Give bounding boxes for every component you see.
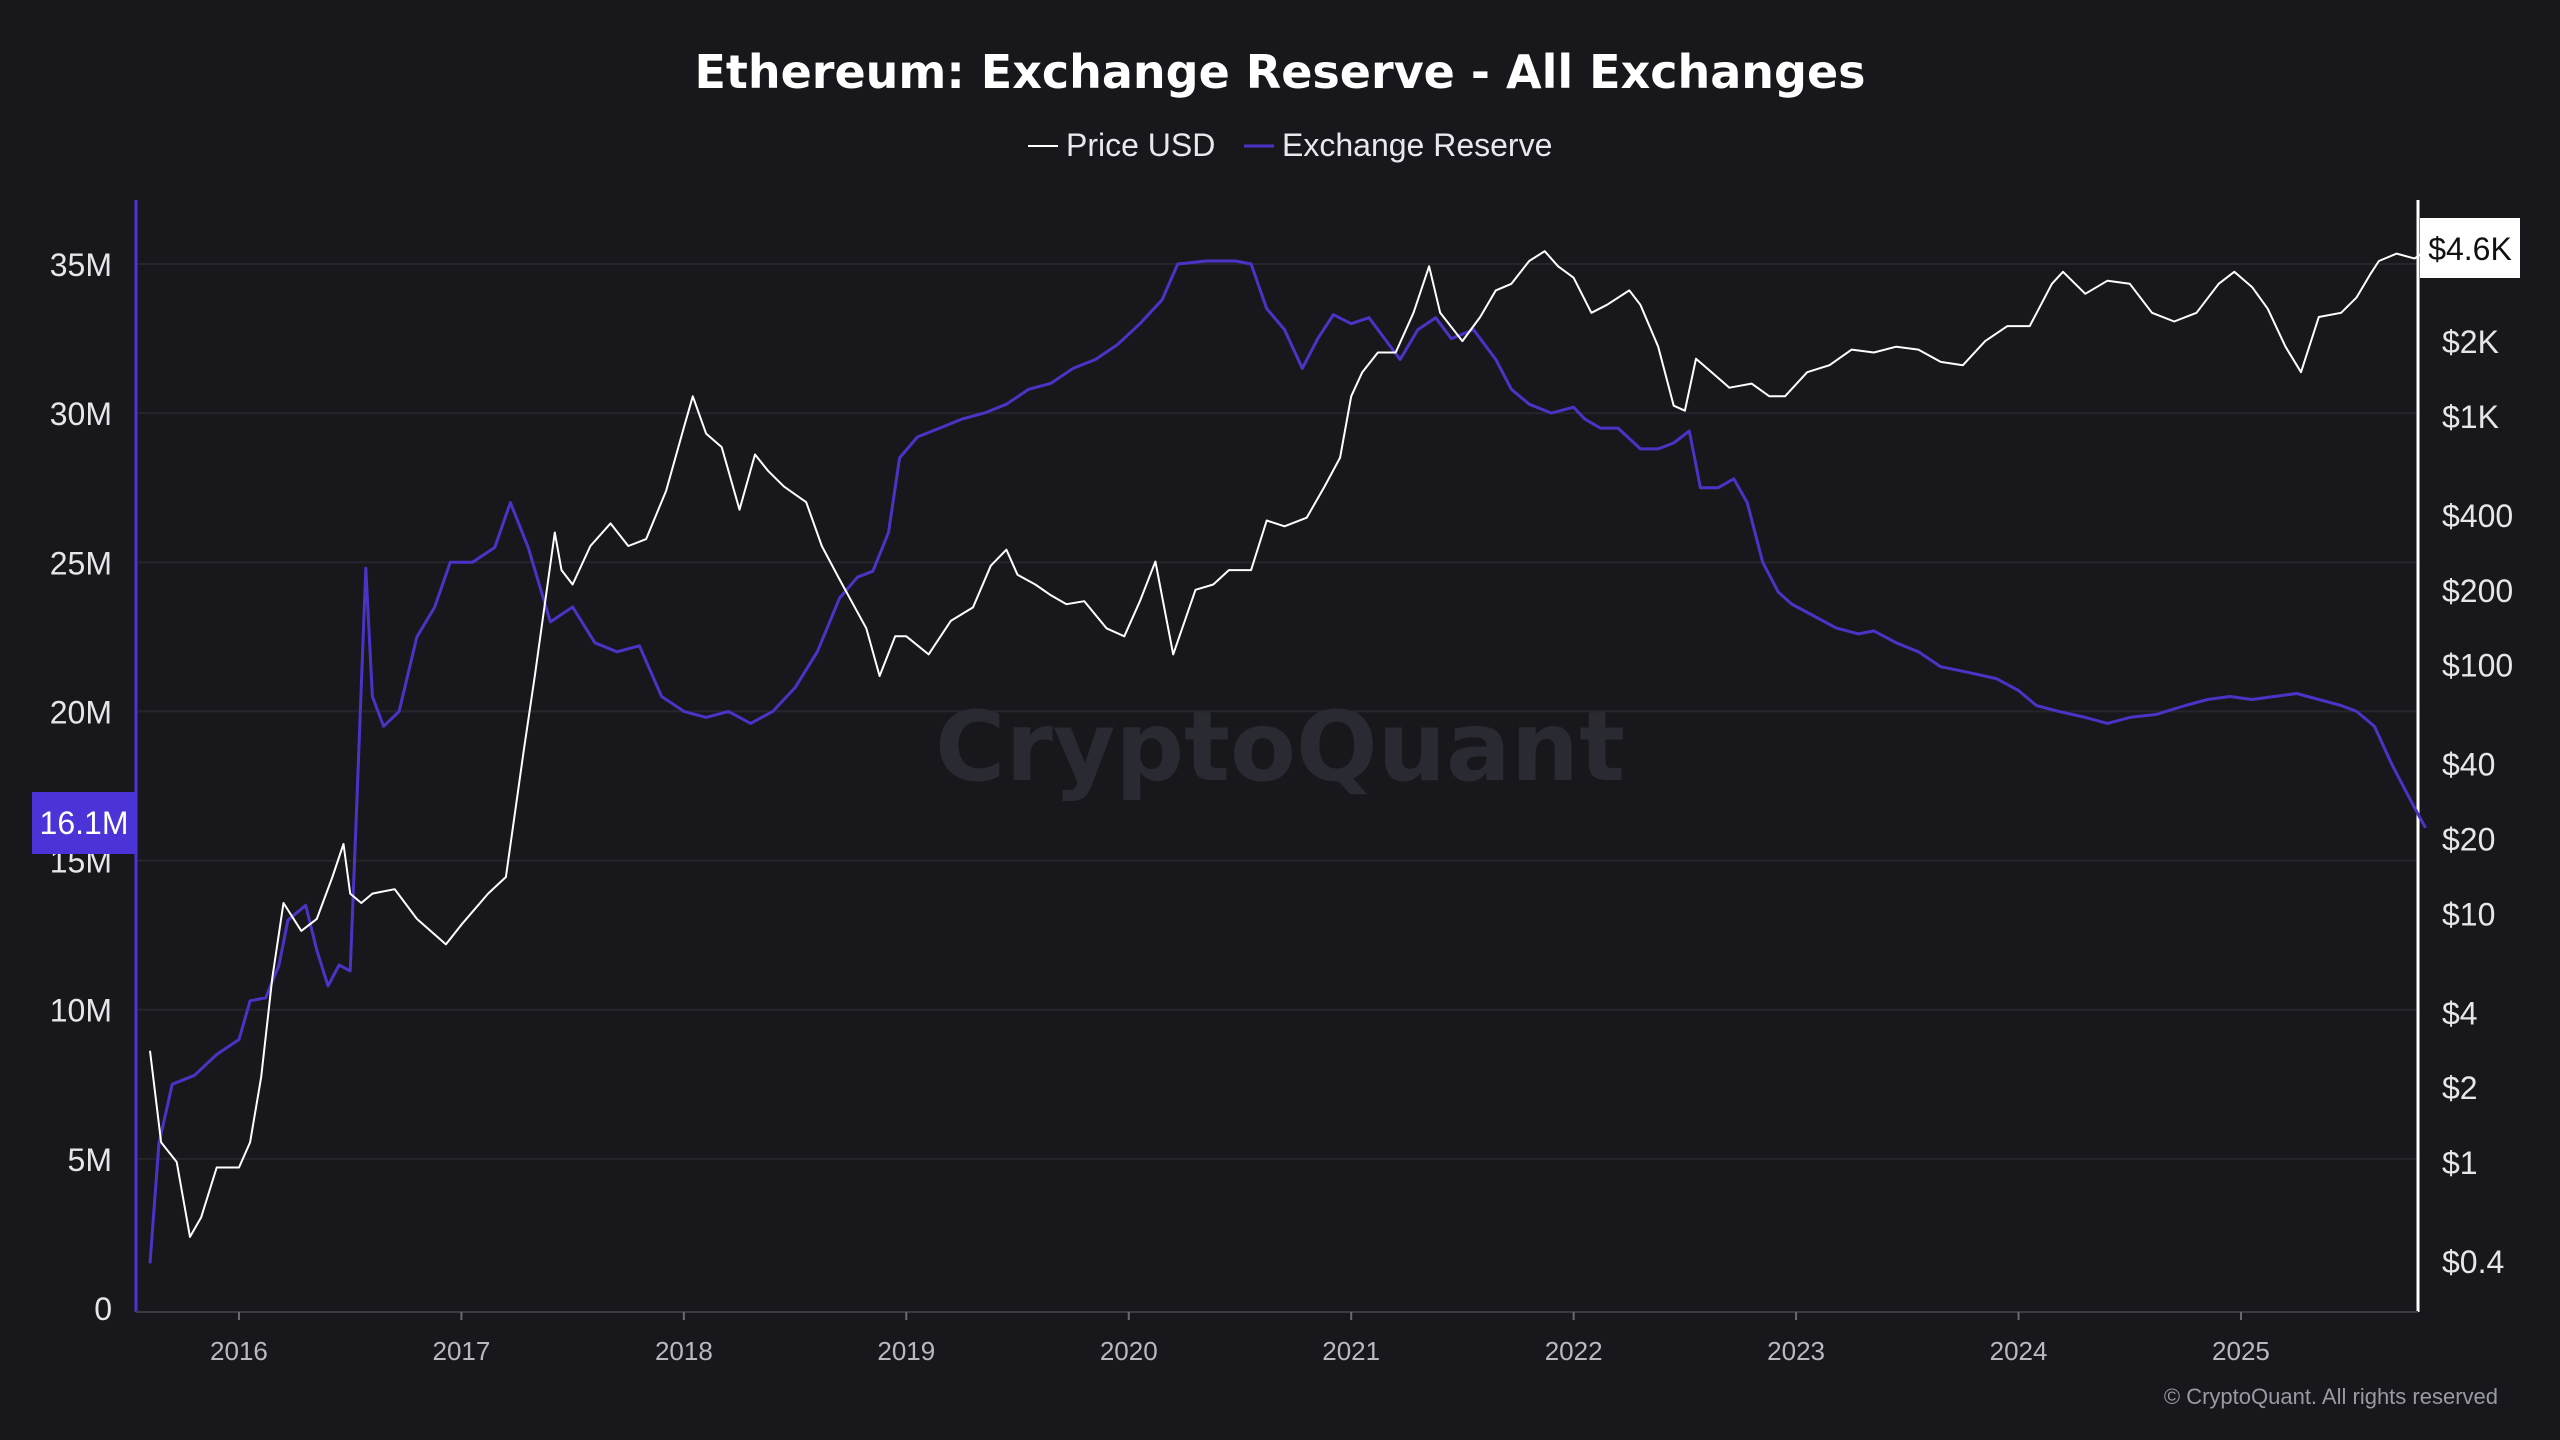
y-right-tick-label: $200 <box>2442 573 2513 609</box>
chart-title: Ethereum: Exchange Reserve - All Exchang… <box>694 45 1865 99</box>
y-left-tick-label: 35M <box>50 247 112 283</box>
y-right-tick-label: $0.4 <box>2442 1244 2504 1280</box>
right-value-badge: $4.6K <box>2420 218 2520 278</box>
x-tick-label: 2020 <box>1100 1336 1158 1366</box>
x-ticks: 2016 2017 2018 2019 2020 2021 2022 2023 2024 2025 <box>210 1312 2270 1366</box>
series-line-exchange-reserve[interactable] <box>148 259 2427 1264</box>
y-right-tick-label: $20 <box>2442 821 2495 857</box>
y-right-tick-label: $2K <box>2442 324 2499 360</box>
y-right-tick-label: $40 <box>2442 747 2495 783</box>
right-badge-box <box>2420 218 2520 278</box>
y-left-tick-label: 25M <box>50 545 112 581</box>
left-value-badge: 16.1M <box>32 792 136 854</box>
x-tick-label: 2024 <box>1990 1336 2048 1366</box>
y-left-tick-label: 30M <box>50 396 112 432</box>
legend[interactable]: Price USD Exchange Reserve <box>1028 127 1552 163</box>
x-tick-label: 2017 <box>433 1336 491 1366</box>
x-tick-label: 2016 <box>210 1336 268 1366</box>
y-left-tick-label: 10M <box>50 993 112 1029</box>
y-left-tick-label: 0 <box>94 1291 112 1327</box>
y-right-tick-label: $10 <box>2442 896 2495 932</box>
y-left-tick-label: 20M <box>50 694 112 730</box>
x-tick-label: 2023 <box>1767 1336 1825 1366</box>
x-tick-label: 2025 <box>2212 1336 2270 1366</box>
y-right-tick-label: $1K <box>2442 399 2499 435</box>
y-right-ticks: $0.4 $1 $2 $4 $10 $20 $40 $100 $200 $400 $1K $2K <box>2442 324 2513 1280</box>
x-tick-label: 2018 <box>655 1336 713 1366</box>
x-tick-label: 2021 <box>1322 1336 1380 1366</box>
left-badge-box <box>32 792 136 854</box>
y-right-tick-label: $100 <box>2442 648 2513 684</box>
x-tick-label: 2019 <box>877 1336 935 1366</box>
copyright-footer: © CryptoQuant. All rights reserved <box>2164 1384 2498 1409</box>
legend-label-price[interactable]: Price USD <box>1066 127 1215 163</box>
left-badge-value: 16.1M <box>40 805 129 841</box>
y-left-tick-label: 5M <box>68 1142 112 1178</box>
grid <box>136 263 2418 1160</box>
y-right-tick-label: $2 <box>2442 1070 2478 1106</box>
legend-label-reserve[interactable]: Exchange Reserve <box>1282 127 1552 163</box>
series-line-price-usd[interactable] <box>149 250 2427 1238</box>
watermark: CryptoQuant <box>935 691 1625 803</box>
x-tick-label: 2022 <box>1545 1336 1603 1366</box>
y-right-tick-label: $400 <box>2442 498 2513 534</box>
right-badge-value: $4.6K <box>2428 231 2512 267</box>
y-right-tick-label: $1 <box>2442 1145 2478 1181</box>
y-right-tick-label: $4 <box>2442 995 2478 1031</box>
